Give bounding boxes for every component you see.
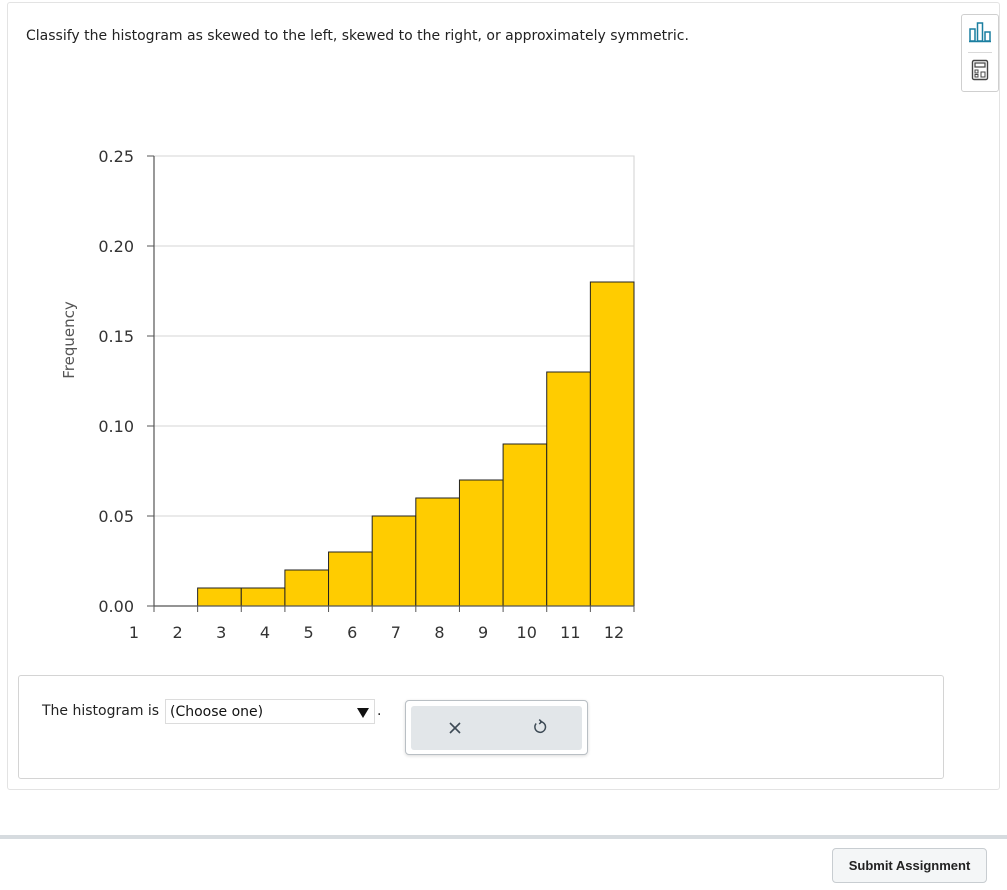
x-tick-label: 11	[560, 623, 580, 642]
answer-label: The histogram is	[42, 703, 160, 719]
question-prompt: Classify the histogram as skewed to the …	[26, 28, 689, 44]
y-axis-label: Frequency	[60, 301, 78, 379]
tools-panel	[961, 14, 999, 92]
histogram-bar	[502, 443, 548, 607]
statistics-tool-button[interactable]	[962, 16, 998, 52]
statistics-icon	[968, 21, 992, 47]
footer-divider	[0, 835, 1007, 839]
submit-assignment-button[interactable]: Submit Assignment	[832, 848, 987, 883]
histogram-bar	[458, 479, 504, 607]
answer-actions-tray	[411, 706, 582, 750]
y-tick-label: 0.00	[98, 597, 134, 616]
select-value: (Choose one)	[170, 704, 264, 720]
histogram-bar	[546, 371, 591, 607]
x-tick-label: 7	[391, 623, 401, 642]
histogram-bar	[589, 281, 635, 607]
y-tick-label: 0.10	[98, 417, 134, 436]
y-tick-label: 0.15	[98, 327, 134, 346]
answer-period: .	[377, 703, 382, 719]
histogram-bar	[197, 587, 242, 607]
y-tick-label: 0.20	[98, 237, 134, 256]
histogram-chart: 0.000.050.100.150.200.251 2 3 4 5 6 7 8 9 10 11 12F…	[60, 147, 635, 642]
histogram-bar	[328, 551, 373, 607]
undo-icon	[532, 719, 548, 739]
histogram-bar	[240, 587, 286, 607]
x-tick-label: 4	[260, 623, 270, 642]
reset-answer-button[interactable]	[527, 716, 553, 742]
x-tick-label: 6	[347, 623, 357, 642]
x-tick-label: 12	[604, 623, 624, 642]
answer-actions	[405, 700, 588, 755]
histogram-bar	[415, 497, 460, 607]
y-tick-label: 0.25	[98, 147, 134, 166]
x-tick-label: 5	[303, 623, 313, 642]
x-tick-label: 3	[216, 623, 226, 642]
x-tick-label: 9	[478, 623, 488, 642]
calculator-tool-button[interactable]	[962, 54, 998, 90]
x-tick-label: 10	[517, 623, 537, 642]
x-tick-label: 1	[129, 623, 139, 642]
y-tick-label: 0.05	[98, 507, 134, 526]
histogram-bar	[371, 515, 417, 607]
calculator-icon	[971, 59, 989, 85]
close-icon	[448, 720, 462, 739]
tools-separator	[968, 52, 992, 53]
histogram-bar	[284, 569, 330, 607]
x-tick-label: 8	[434, 623, 444, 642]
x-tick-label: 2	[173, 623, 183, 642]
clear-answer-button[interactable]	[442, 716, 468, 742]
classification-select[interactable]: (Choose one)	[165, 699, 375, 724]
dropdown-arrow-icon	[357, 708, 369, 718]
answer-box: The histogram is (Choose one) .	[18, 675, 944, 779]
